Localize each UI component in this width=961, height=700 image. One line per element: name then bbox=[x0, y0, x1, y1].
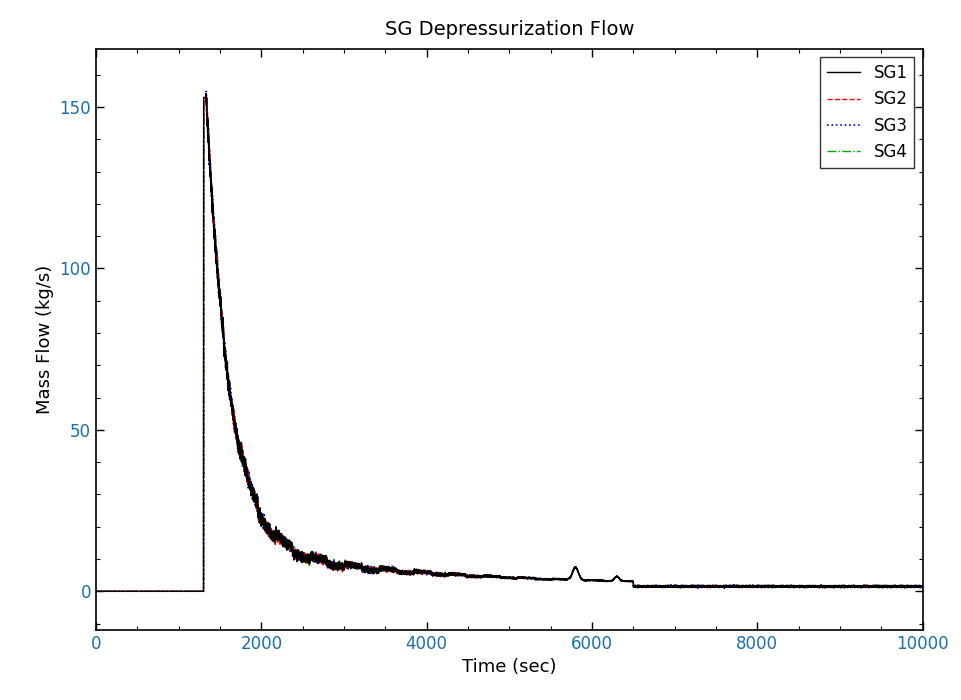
SG3 bbox=[90, 587, 102, 596]
Line: SG2: SG2 bbox=[96, 94, 923, 592]
SG2 bbox=[917, 582, 928, 591]
SG2 bbox=[139, 587, 151, 596]
SG3 bbox=[874, 582, 885, 590]
SG1 bbox=[494, 573, 505, 582]
SG2 bbox=[874, 582, 885, 590]
SG4 bbox=[201, 92, 212, 100]
SG1 bbox=[917, 582, 928, 591]
Title: SG Depressurization Flow: SG Depressurization Flow bbox=[384, 20, 634, 39]
SG1 bbox=[139, 587, 151, 596]
SG2 bbox=[94, 587, 106, 596]
SG3 bbox=[139, 587, 151, 596]
Legend: SG1, SG2, SG3, SG4: SG1, SG2, SG3, SG4 bbox=[821, 57, 914, 168]
X-axis label: Time (sec): Time (sec) bbox=[462, 659, 556, 676]
SG4 bbox=[253, 503, 264, 511]
SG4 bbox=[125, 587, 136, 596]
SG4 bbox=[90, 587, 102, 596]
SG4 bbox=[139, 587, 151, 596]
Y-axis label: Mass Flow (kg/s): Mass Flow (kg/s) bbox=[37, 265, 54, 414]
SG1 bbox=[874, 582, 885, 590]
SG1 bbox=[125, 587, 136, 596]
SG3 bbox=[201, 87, 212, 95]
SG3 bbox=[494, 573, 505, 581]
SG1 bbox=[253, 503, 264, 511]
Line: SG1: SG1 bbox=[96, 93, 923, 592]
SG1 bbox=[90, 587, 102, 596]
SG1 bbox=[201, 89, 212, 97]
SG2 bbox=[494, 573, 505, 581]
SG3 bbox=[917, 582, 928, 591]
SG2 bbox=[200, 90, 211, 99]
SG4 bbox=[874, 582, 885, 591]
SG1 bbox=[94, 587, 106, 596]
SG4 bbox=[94, 587, 106, 596]
Line: SG3: SG3 bbox=[96, 91, 923, 592]
SG3 bbox=[125, 587, 136, 596]
Line: SG4: SG4 bbox=[96, 96, 923, 592]
SG2 bbox=[90, 587, 102, 596]
SG3 bbox=[94, 587, 106, 596]
SG2 bbox=[125, 587, 136, 596]
SG3 bbox=[253, 507, 264, 515]
SG2 bbox=[253, 507, 264, 515]
SG4 bbox=[917, 582, 928, 591]
SG4 bbox=[494, 573, 505, 581]
